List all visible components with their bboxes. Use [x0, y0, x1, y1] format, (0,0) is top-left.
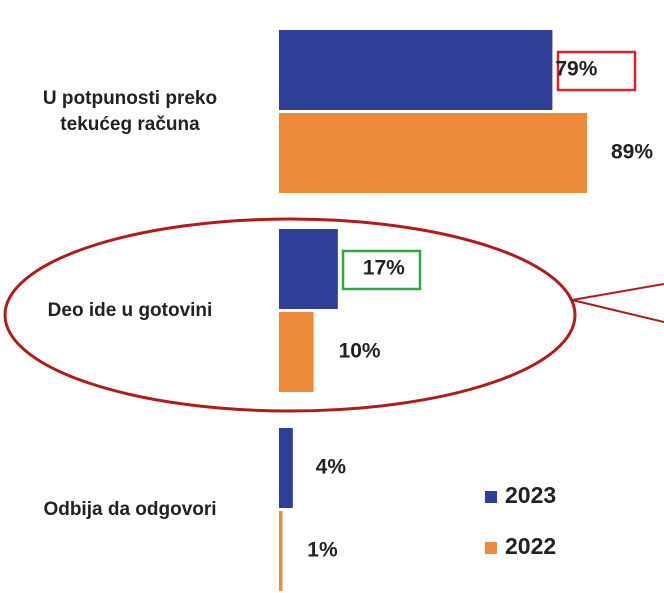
bar	[279, 312, 314, 392]
value-label: 4%	[316, 456, 347, 479]
bar	[279, 511, 283, 591]
legend-swatch	[485, 542, 497, 554]
value-label: 1%	[307, 539, 338, 562]
bar	[279, 229, 338, 309]
legend-label: 2023	[505, 482, 556, 508]
bar	[279, 30, 553, 110]
highlight-ellipse	[3, 217, 577, 413]
category-label: U potpunosti preko tekućeg računa	[42, 87, 218, 135]
highlight-box	[341, 249, 422, 291]
highlight-box	[556, 50, 637, 92]
category-label: Odbija da odgovori	[43, 498, 217, 520]
legend-label: 2022	[505, 533, 556, 559]
value-label: 17%	[363, 257, 405, 280]
callout	[571, 283, 664, 323]
bar	[279, 428, 293, 508]
value-label: 89%	[611, 141, 653, 164]
legend-swatch	[485, 491, 497, 503]
bar	[279, 113, 587, 193]
value-label: 10%	[339, 340, 381, 363]
category-label: Deo ide u gotovini	[47, 299, 213, 321]
value-label: 79%	[555, 58, 597, 81]
